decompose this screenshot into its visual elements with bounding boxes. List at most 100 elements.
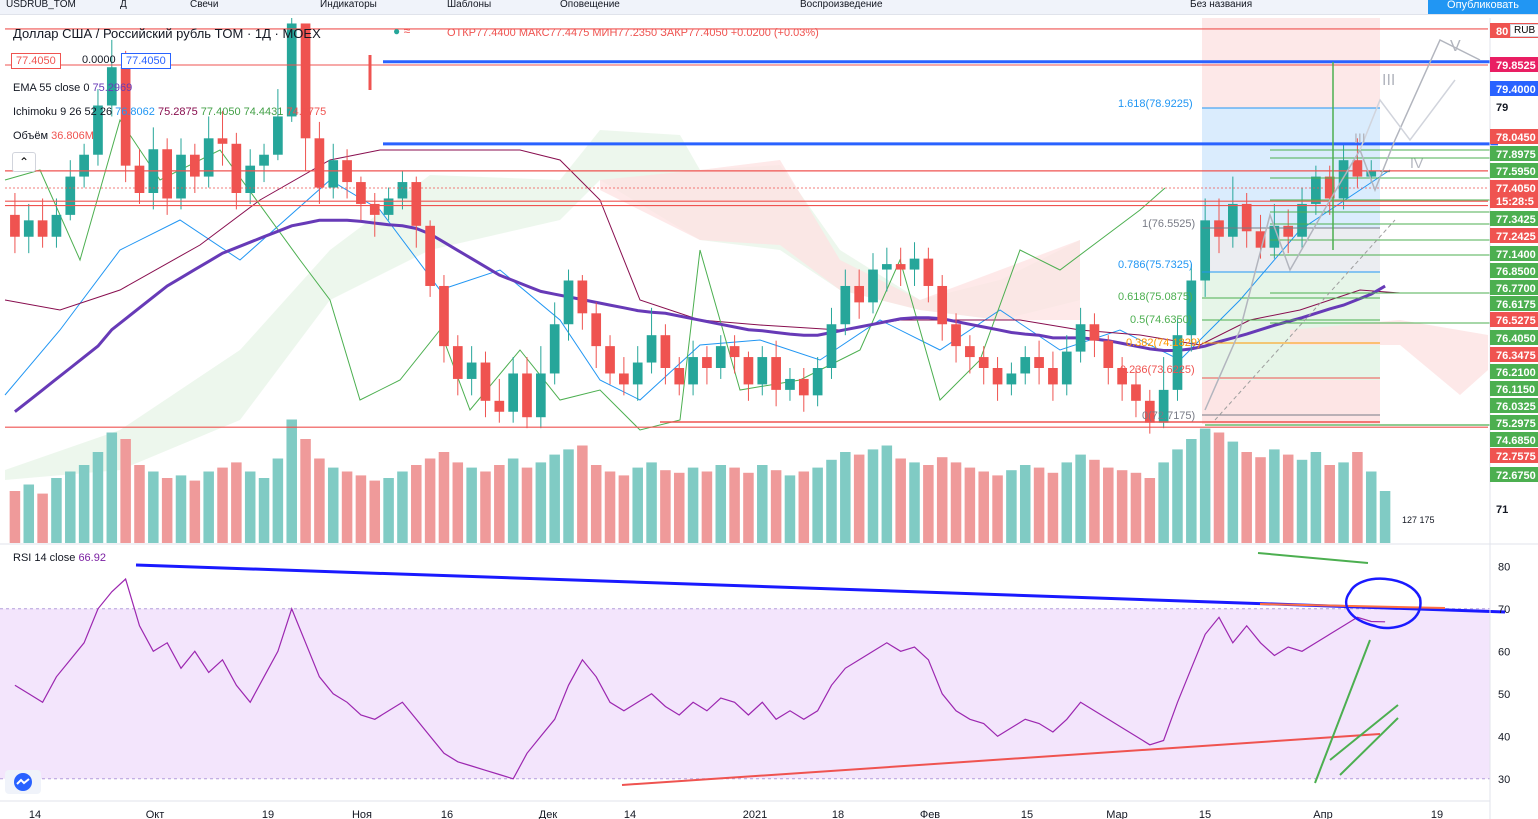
volume-bar (1089, 459, 1100, 543)
candle-body (868, 269, 878, 303)
volume-bar (341, 471, 353, 543)
ema-legend[interactable]: EMA 55 close 0 75.2969 (13, 82, 132, 94)
candle-body (134, 165, 145, 193)
candle-body (176, 154, 186, 199)
price-label-bg (1490, 146, 1538, 161)
status-dots: ● ≈ (393, 24, 411, 38)
price-label-text: 76.5275 (1496, 315, 1536, 327)
volume-bar (853, 454, 865, 543)
volume-bar (1006, 470, 1017, 543)
candle-body (106, 67, 117, 106)
toolbar-indicators[interactable]: Индикаторы (320, 0, 377, 10)
candle-body (951, 324, 961, 347)
ichimoku-legend[interactable]: Ichimoku 9 26 52 26 76.8062 75.2875 77.4… (13, 106, 326, 118)
candle-body (314, 138, 325, 188)
currency-badge[interactable]: RUB (1510, 24, 1538, 37)
volume-bar (1144, 478, 1156, 543)
rsi-divergence-line-2 (1329, 704, 1399, 761)
price-label-bg (1490, 415, 1538, 430)
candle-body (1338, 160, 1349, 199)
toolbar-replay[interactable]: Воспроизведение (800, 0, 883, 10)
candle-body (1117, 368, 1127, 385)
candle-body (937, 285, 948, 325)
candle-body (688, 357, 698, 385)
price-label-text: 72.7575 (1496, 451, 1536, 463)
volume-bar (1227, 441, 1239, 543)
candle-body (411, 182, 422, 226)
volume-bars (9, 419, 1391, 543)
candle-body (356, 182, 366, 204)
ichimoku-cloud-red (600, 160, 1080, 320)
price-axis-label: 74.6850 (1490, 432, 1538, 447)
time-axis-label: Окт (146, 809, 165, 819)
price-label-text: 76.8500 (1496, 266, 1536, 278)
volume-bar (646, 462, 657, 543)
price-label-text: 76.6175 (1496, 299, 1536, 311)
time-axis-label: 14 (624, 809, 636, 819)
publish-button[interactable]: Опубликовать (1428, 0, 1538, 14)
volume-bar (1199, 428, 1211, 543)
price-label-bg (1490, 81, 1538, 96)
price-label-text: 77.3425 (1496, 214, 1536, 226)
fib-786-label: 0.786(75.7325) (1118, 259, 1193, 271)
toolbar-interval[interactable]: Д (120, 0, 127, 10)
candle-body (328, 160, 339, 188)
wave-label-iii-b: III (1354, 130, 1366, 146)
price-label-text: 78.0450 (1496, 132, 1536, 144)
candle-body (619, 373, 629, 385)
time-axis-label: 18 (832, 809, 844, 819)
candle-body (369, 203, 380, 215)
volume-bar (452, 462, 464, 543)
tradingview-logo[interactable] (5, 770, 41, 794)
volume-bar (715, 465, 727, 543)
volume-bar (1061, 462, 1073, 543)
collapse-legend-button[interactable]: ⌃ (12, 152, 37, 172)
price-axis-label: 77.8975 (1490, 146, 1538, 161)
volume-bar (909, 462, 920, 543)
candle-body (715, 346, 726, 368)
candle-body (743, 357, 754, 385)
candle-body (771, 357, 781, 390)
candle-body (1103, 340, 1114, 368)
price-axis-label: 77.3425 (1490, 211, 1538, 226)
volume-bar (106, 432, 118, 543)
volume-bar (397, 471, 408, 543)
fib-1618-label: 1.618(78.9225) (1118, 98, 1193, 110)
toolbar-layout-name[interactable]: Без названия (1190, 0, 1253, 10)
volume-bar (1241, 452, 1252, 543)
candle-body (120, 67, 131, 166)
rsi-axis-label: 70 (1498, 604, 1510, 616)
volume-bar (1365, 471, 1377, 543)
price-label-text: 77.5950 (1496, 166, 1536, 178)
price-axis-label: 76.6175 (1490, 296, 1538, 311)
elliott-wave-path (1204, 38, 1481, 411)
price-buy-box[interactable]: 77.4050 (121, 53, 171, 69)
volume-bar (411, 465, 422, 543)
volume-bar (480, 471, 491, 543)
volume-bar (175, 475, 187, 543)
volume-legend[interactable]: Объём 36.806M (13, 130, 94, 142)
candle-body (189, 154, 200, 177)
price-label-bg (1490, 467, 1538, 482)
candle-body (577, 280, 588, 314)
candle-body (632, 362, 643, 385)
price-label-bg (1490, 246, 1538, 261)
rsi-line (14, 577, 1386, 780)
top-toolbar: USDRUB_TOM Д Свечи Индикаторы Шаблоны Оп… (0, 0, 1538, 15)
volume-bar (231, 462, 242, 543)
toolbar-alert[interactable]: Оповещение (560, 0, 620, 10)
rsi-axis-label: 60 (1498, 646, 1510, 658)
price-label-text: 15:28:5 (1496, 196, 1534, 208)
price-label-bg (1490, 398, 1538, 413)
toolbar-templates[interactable]: Шаблоны (447, 0, 492, 10)
price-label-text: 79.4000 (1496, 84, 1536, 96)
price-sell-box[interactable]: 77.4050 (11, 53, 61, 69)
price-label-bg (1490, 263, 1538, 278)
rsi-legend[interactable]: RSI 14 close 66.92 (13, 552, 106, 564)
volume-bar (1255, 457, 1266, 543)
price-label-bg (1490, 364, 1538, 379)
toolbar-symbol[interactable]: USDRUB_TOM (6, 0, 76, 10)
price-label-bg (1490, 381, 1538, 396)
toolbar-chart-type[interactable]: Свечи (190, 0, 219, 10)
